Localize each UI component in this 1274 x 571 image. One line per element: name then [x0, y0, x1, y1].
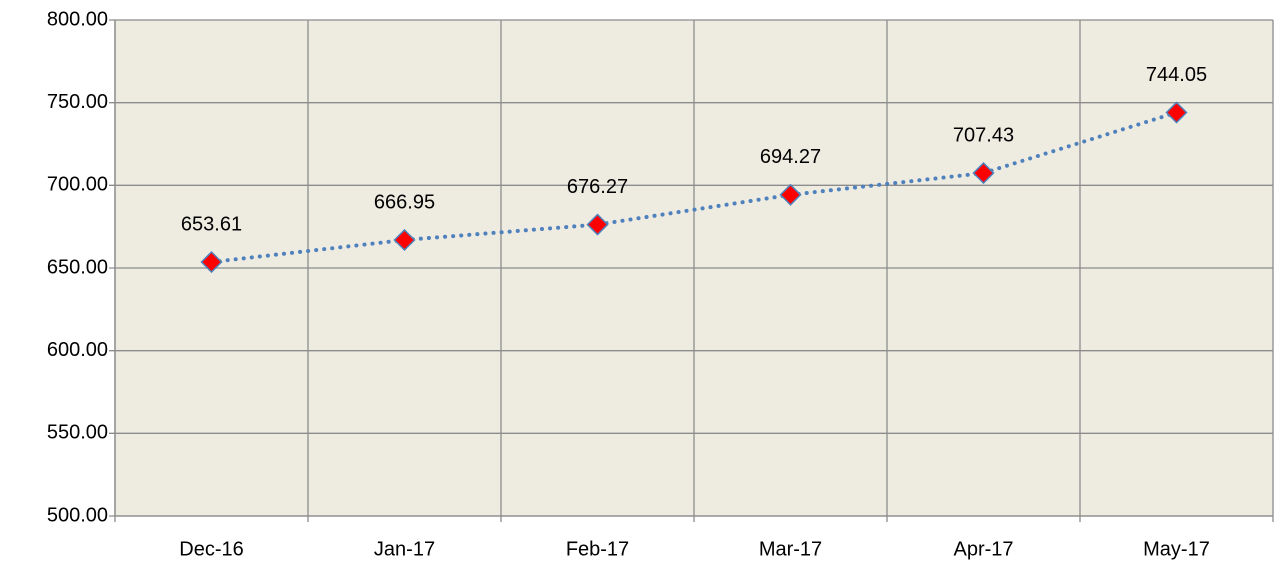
y-tick-label: 550.00	[47, 422, 108, 444]
y-tick-label: 750.00	[47, 91, 108, 113]
x-tick-label: May-17	[1143, 538, 1210, 560]
y-tick-label: 800.00	[47, 8, 108, 30]
marker	[972, 161, 995, 185]
y-tick-label: 500.00	[47, 504, 108, 526]
data-label: 653.61	[181, 213, 242, 235]
marker	[586, 213, 609, 236]
series-line	[209, 110, 1179, 265]
x-tick-label: Feb-17	[566, 538, 629, 560]
y-tick-label: 600.00	[47, 339, 108, 361]
data-label: 744.05	[1146, 64, 1207, 86]
x-tick-label: Apr-17	[953, 538, 1013, 560]
y-tick-label: 700.00	[47, 174, 108, 196]
data-label: 666.95	[374, 191, 435, 213]
marker	[200, 250, 223, 274]
data-label: 676.27	[567, 176, 628, 198]
data-label: 707.43	[953, 124, 1014, 146]
marker	[779, 183, 802, 206]
x-tick-label: Dec-16	[179, 538, 243, 560]
marker	[1165, 101, 1188, 124]
x-tick-label: Jan-17	[374, 538, 435, 560]
x-tick-label: Mar-17	[759, 538, 822, 560]
y-tick-label: 650.00	[47, 256, 108, 278]
data-label: 694.27	[760, 146, 821, 168]
marker	[393, 228, 416, 252]
